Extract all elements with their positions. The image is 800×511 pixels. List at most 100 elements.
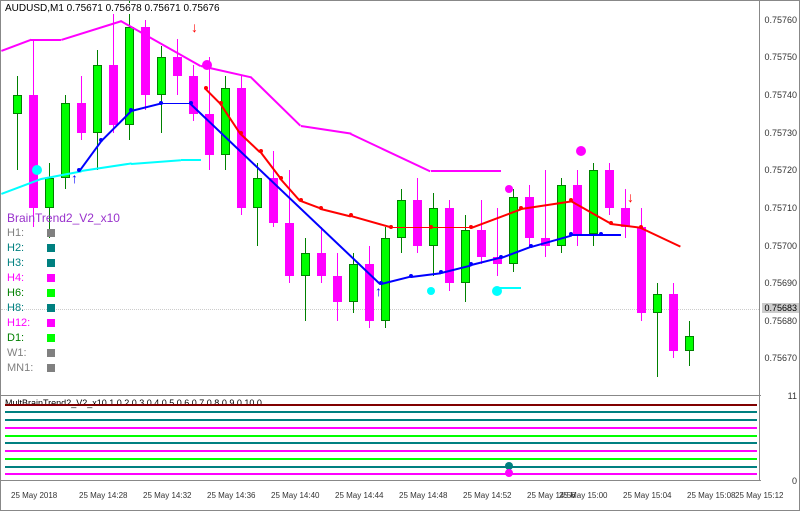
- timeframe-strip: [5, 419, 757, 421]
- legend-label: W1:: [7, 347, 41, 359]
- line-dot: [99, 138, 103, 142]
- legend-label: H1:: [7, 227, 41, 239]
- line-dot: [469, 262, 473, 266]
- legend-swatch: [47, 364, 55, 372]
- legend-label: H4:: [7, 272, 41, 284]
- sub-tick: 11: [788, 391, 797, 401]
- legend-label: H12:: [7, 317, 41, 329]
- legend-swatch: [47, 259, 55, 267]
- legend-label: D1:: [7, 332, 41, 344]
- time-tick: 25 May 2018: [11, 491, 57, 500]
- legend-row: H12:: [7, 315, 120, 330]
- timeframe-strip: [5, 458, 757, 460]
- timeframe-strip: [5, 404, 757, 406]
- trend-line: [81, 163, 131, 173]
- price-tick: 0.75710: [764, 203, 797, 213]
- legend-row: D1:: [7, 330, 120, 345]
- legend-label: H8:: [7, 302, 41, 314]
- legend-swatch: [47, 349, 55, 357]
- legend-swatch: [47, 334, 55, 342]
- indicator-legend: BrainTrend2_V2_x10 H1: H2: H3: H4: H6: H8: H12:…: [7, 211, 120, 375]
- chart-container: AUDUSD,M1 0.75671 0.75678 0.75671 0.7567…: [0, 0, 800, 511]
- line-dot: [409, 274, 413, 278]
- trend-line: [301, 125, 351, 135]
- line-dot: [279, 176, 283, 180]
- trend-line: [131, 159, 181, 165]
- line-dot: [319, 206, 323, 210]
- time-axis: 25 May 2018 25 May 14:28 25 May 14:32 25 Ma…: [1, 480, 761, 510]
- time-tick: 25 May 15:04: [623, 491, 671, 500]
- signal-dot: [492, 286, 502, 296]
- legend-swatch: [47, 289, 55, 297]
- legend-row: MN1:: [7, 360, 120, 375]
- trend-line: [300, 200, 321, 209]
- price-tick: 0.75720: [764, 165, 797, 175]
- line-dot: [189, 101, 193, 105]
- line-dot: [469, 225, 473, 229]
- arrow-up-icon: ↑: [375, 283, 382, 299]
- trend-line: [411, 272, 441, 277]
- signal-dot: [427, 287, 435, 295]
- trend-line: [640, 227, 681, 247]
- time-tick: 25 May 14:32: [143, 491, 191, 500]
- signal-dot: [576, 146, 586, 156]
- timeframe-strip: [5, 411, 757, 413]
- legend-label: H2:: [7, 242, 41, 254]
- sub-tick: 0: [792, 476, 797, 486]
- legend-swatch: [47, 229, 55, 237]
- signal-dot: [32, 165, 42, 175]
- line-dot: [219, 101, 223, 105]
- line-dot: [519, 206, 523, 210]
- trend-line: [181, 159, 201, 161]
- price-tick: 0.75690: [764, 278, 797, 288]
- line-dot: [499, 255, 503, 259]
- legend-row: H3:: [7, 255, 120, 270]
- trend-line: [321, 208, 351, 217]
- signal-dot: [202, 60, 212, 70]
- line-dot: [159, 101, 163, 105]
- legend-label: H3:: [7, 257, 41, 269]
- time-tick: 25 May 15:12: [735, 491, 783, 500]
- timeframe-strip: [5, 466, 757, 468]
- line-dot: [389, 225, 393, 229]
- trend-line: [161, 103, 191, 105]
- timeframe-strip: [5, 435, 757, 437]
- timeframe-strip: [5, 442, 757, 444]
- arrow-down-icon: ↓: [627, 189, 634, 205]
- trend-line: [250, 76, 301, 126]
- price-tick: 0.75740: [764, 90, 797, 100]
- legend-row: W1:: [7, 345, 120, 360]
- trend-line: [601, 234, 621, 236]
- price-axis: 0.756700.756800.756900.757000.757100.757…: [759, 1, 799, 396]
- line-dot: [529, 244, 533, 248]
- line-dot: [239, 131, 243, 135]
- legend-title: BrainTrend2_V2_x10: [7, 211, 120, 225]
- time-tick: 25 May 14:28: [79, 491, 127, 500]
- line-dot: [639, 225, 643, 229]
- legend-row: H6:: [7, 285, 120, 300]
- trend-line: [260, 151, 281, 178]
- sub-chart[interactable]: MultBrainTrend2_V2_x10 1 0 2 0 3 0 4 0 5…: [1, 396, 761, 481]
- legend-swatch: [47, 274, 55, 282]
- time-tick: 25 May 14:40: [271, 491, 319, 500]
- trend-line: [391, 227, 431, 229]
- price-tick: 0.75750: [764, 52, 797, 62]
- time-tick: 25 May 15:08: [687, 491, 735, 500]
- legend-label: H6:: [7, 287, 41, 299]
- trend-line: [571, 234, 601, 236]
- legend-swatch: [47, 244, 55, 252]
- line-dot: [429, 225, 433, 229]
- time-tick: 25 May 14:48: [399, 491, 447, 500]
- line-dot: [204, 86, 208, 90]
- timeframe-strip: [5, 450, 757, 452]
- legend-row: H8:: [7, 300, 120, 315]
- legend-label: MN1:: [7, 362, 41, 374]
- time-tick: 25 May 14:36: [207, 491, 255, 500]
- trend-line: [1, 39, 32, 52]
- time-tick: 25 May 15:00: [559, 491, 607, 500]
- trend-line: [31, 39, 61, 41]
- timeframe-strip: [5, 473, 757, 475]
- timeframe-strip: [5, 427, 757, 429]
- trend-line: [431, 227, 471, 229]
- time-tick: 25 May 14:52: [463, 491, 511, 500]
